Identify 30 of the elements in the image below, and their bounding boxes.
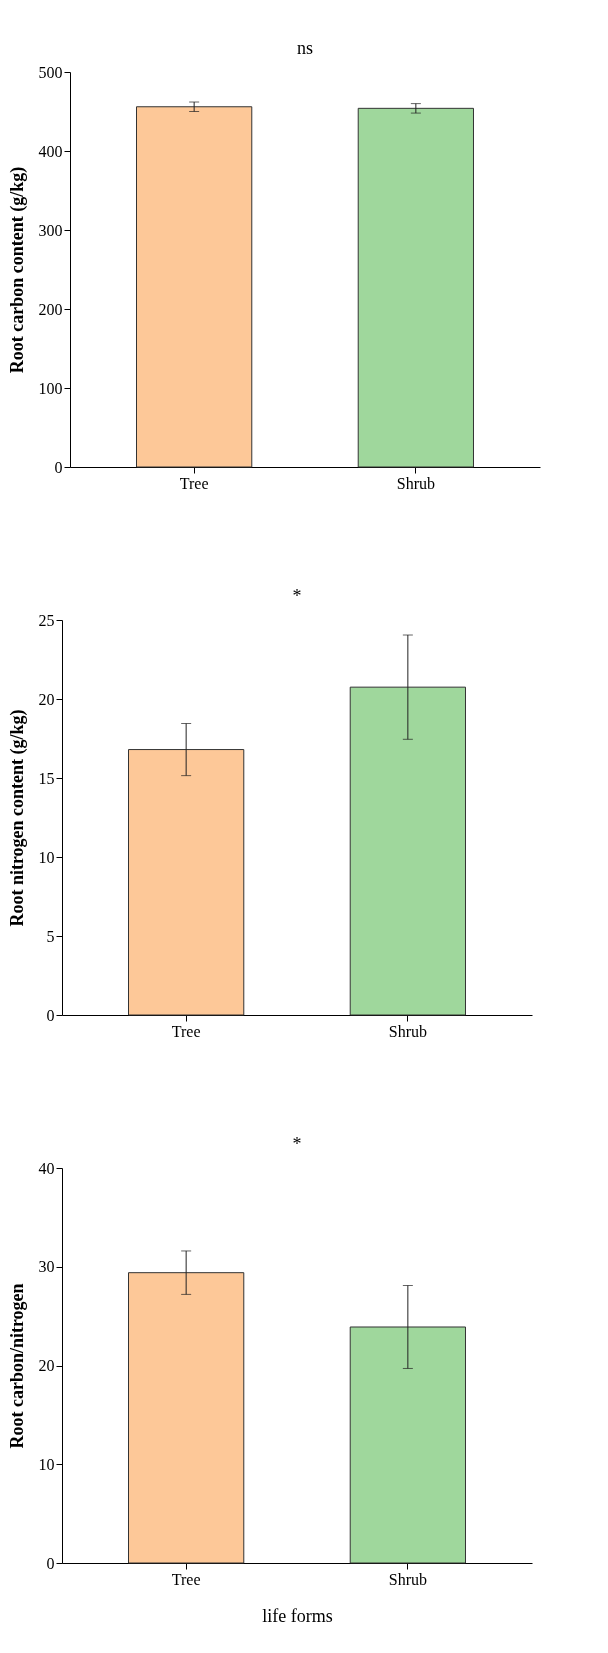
x-tick-label: Shrub: [396, 474, 435, 492]
y-tick-label: 10: [38, 1455, 55, 1473]
y-tick-label: 40: [38, 1159, 55, 1177]
y-tick-label: 0: [54, 458, 63, 476]
y-tick-label: 10: [38, 848, 55, 866]
x-tick-label: Shrub: [388, 1570, 427, 1588]
x-tick-label: Tree: [171, 1022, 201, 1040]
x-tick-label: Tree: [179, 474, 209, 492]
y-axis-title: Root carbon content (g/kg): [6, 166, 28, 374]
y-tick-label: 20: [38, 1357, 55, 1374]
text: *: [292, 586, 302, 606]
y-tick-label: 100: [38, 379, 63, 397]
y-tick-label: 15: [38, 769, 55, 787]
x-tick-label: Shrub: [388, 1022, 427, 1040]
y-tick-label: 0: [46, 1554, 55, 1572]
y-tick-label: 300: [38, 221, 63, 239]
y-tick-label: 200: [38, 300, 63, 318]
x-tick-label: Tree: [171, 1570, 201, 1588]
y-tick-label: 500: [38, 63, 63, 81]
y-axis-title: Root carbon/nitrogen: [6, 1283, 27, 1449]
y-tick-label: 0: [46, 1006, 55, 1024]
y-tick-label: 30: [38, 1258, 55, 1276]
y-axis-title: Root nitrogen content (g/kg): [6, 709, 28, 927]
text: *: [292, 1134, 302, 1154]
y-tick-label: 400: [38, 142, 63, 160]
y-tick-label: 20: [38, 690, 55, 708]
x-axis-title: life forms: [262, 1605, 333, 1626]
text: ns: [296, 38, 314, 58]
y-tick-label: 25: [38, 611, 55, 629]
y-tick-label: 5: [46, 927, 55, 945]
